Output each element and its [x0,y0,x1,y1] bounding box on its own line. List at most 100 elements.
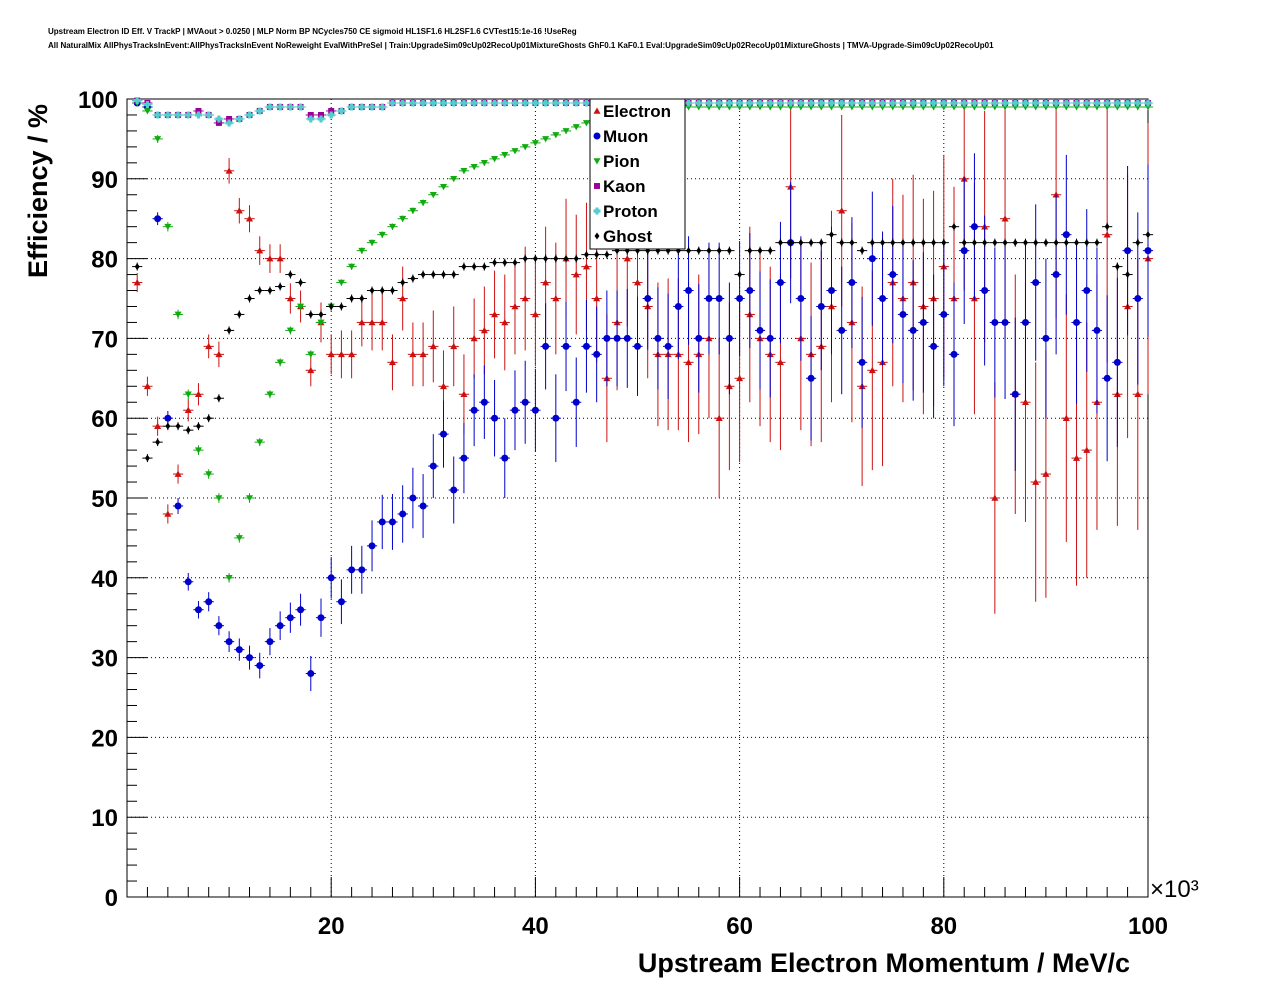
ghost-point [1033,239,1039,247]
proton-point [725,99,733,107]
electron-point [388,358,396,366]
pion-point [440,183,448,191]
y-tick-label: 90 [91,167,118,194]
ghost-point [604,251,610,259]
muon-point [715,295,723,302]
pion-point [266,391,274,398]
electron-point [572,271,580,278]
proton-point [256,107,264,115]
pion-point [286,327,294,334]
ghost-point [420,271,426,279]
proton-point [1073,99,1081,107]
muon-point [154,215,162,223]
electron-point [246,215,254,222]
muon-point [358,566,366,574]
ghost-point [257,287,263,295]
proton-point [1083,99,1091,107]
ghost-point [859,247,865,255]
pion-point [307,351,315,358]
muon-point [440,430,448,438]
kaon-point [215,119,222,126]
ghost-point [594,251,600,259]
muon-point [542,342,550,350]
ghost-point [461,263,467,271]
muon-point [582,342,590,350]
legend-box [589,98,686,250]
ghost-point [175,422,181,430]
ghost-point [869,239,875,247]
kaon-point [318,111,324,118]
electron-point [1134,390,1142,398]
pion-point [572,124,580,131]
muon-point [1001,318,1009,326]
chart-title-line-1: Upstream Electron ID Eff. V TrackP | MVA… [48,27,577,36]
muon-point [491,414,499,422]
electron-point [634,279,641,286]
ghost-point [502,259,508,267]
proton-point [736,99,744,107]
ghost-point [900,239,906,247]
ghost-point [206,414,212,422]
proton-point [848,99,856,107]
proton-point [184,111,192,119]
proton-point [797,99,805,107]
pion-point [164,223,172,231]
ghost-point [757,247,763,255]
pion-point [215,495,223,502]
muon-point [1083,287,1091,295]
muon-point [1144,247,1152,255]
pion-point [297,303,305,310]
electron-point [470,334,478,342]
proton-point [562,99,570,107]
proton-point [879,99,887,107]
electron-point [256,247,264,254]
ghost-point [890,239,896,247]
legend-label-muon: Muon [603,127,648,146]
pion-point [154,136,162,143]
series-muon [132,99,1154,692]
proton-point [1062,99,1070,107]
muon-point [613,334,621,342]
proton-point [1093,99,1101,107]
muon-point [746,287,754,295]
proton-point [695,99,703,107]
ghost-point [522,255,528,263]
muon-point [736,295,744,302]
ghost-point [706,247,712,255]
electron-point [685,358,693,366]
proton-point [1134,99,1142,107]
proton-point [358,103,366,111]
proton-point [909,99,917,107]
electron-point [143,382,151,390]
electron-point [215,350,223,358]
ghost-point [1104,223,1110,231]
proton-point [205,111,213,119]
pion-point [552,132,560,139]
y-tick-label: 60 [91,406,118,433]
proton-point [297,103,305,111]
ghost-point [328,302,334,310]
muon-point [593,350,601,358]
muon-point [184,578,192,586]
proton-point [838,99,846,107]
proton-point [501,99,509,107]
ghost-point [1114,263,1120,271]
electron-point [164,510,172,517]
muon-point [307,670,315,678]
ghost-point [686,247,691,255]
ghost-point [247,295,252,302]
muon-point [695,334,703,342]
ghost-point [920,239,926,247]
ghost-point [451,271,457,279]
ghost-point [655,247,661,255]
ghost-point [573,255,579,263]
x-tick-label: 40 [522,913,549,940]
proton-point [337,107,345,115]
legend-marker-muon [593,132,601,140]
ghost-point [1084,239,1090,247]
ghost-point [1145,231,1151,239]
pion-point [409,207,417,215]
muon-point [725,334,733,342]
proton-point [307,115,315,123]
muon-point [1062,231,1070,239]
